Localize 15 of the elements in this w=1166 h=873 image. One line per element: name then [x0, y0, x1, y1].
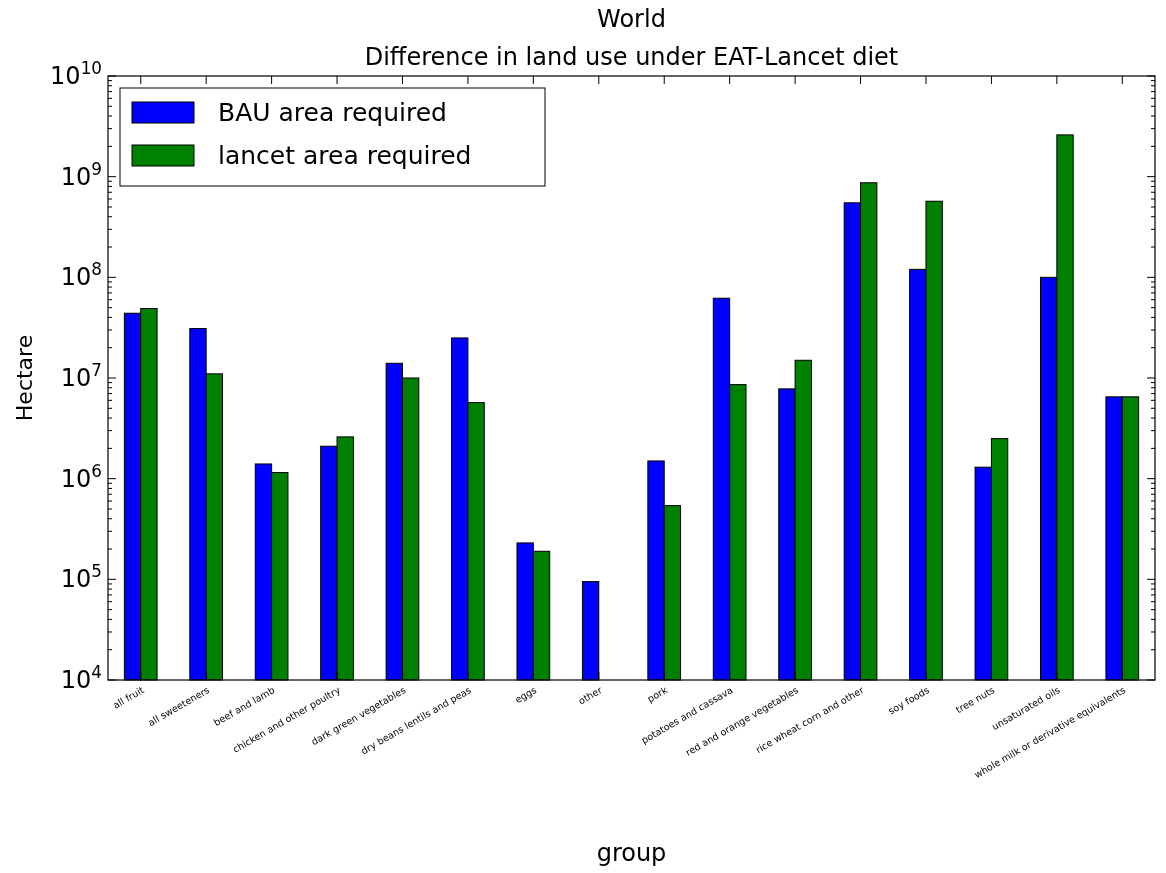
chart-title: World Difference in land use under EAT-Lancet diet: [364, 5, 899, 71]
y-tick-label: 10$^{4}$: [60, 662, 102, 694]
y-tick-label: 10$^{6}$: [60, 460, 102, 493]
y-tick-label: 10$^{10}$: [50, 58, 102, 90]
y-tick-label: 10$^{7}$: [60, 360, 102, 392]
legend-label: lancet area required: [218, 141, 472, 170]
y-tick-label: 10$^{8}$: [60, 259, 102, 292]
x-tick-label: pork: [645, 683, 670, 705]
legend-label: BAU area required: [218, 98, 447, 127]
x-tick-label: eggs: [513, 684, 539, 706]
y-tick-label: 10$^{9}$: [60, 158, 102, 191]
x-tick-label: all fruit: [110, 684, 146, 711]
x-axis-title: group: [596, 839, 667, 867]
y-tick-label: 10$^{5}$: [60, 561, 102, 594]
y-axis-title: Hectare: [12, 334, 37, 422]
